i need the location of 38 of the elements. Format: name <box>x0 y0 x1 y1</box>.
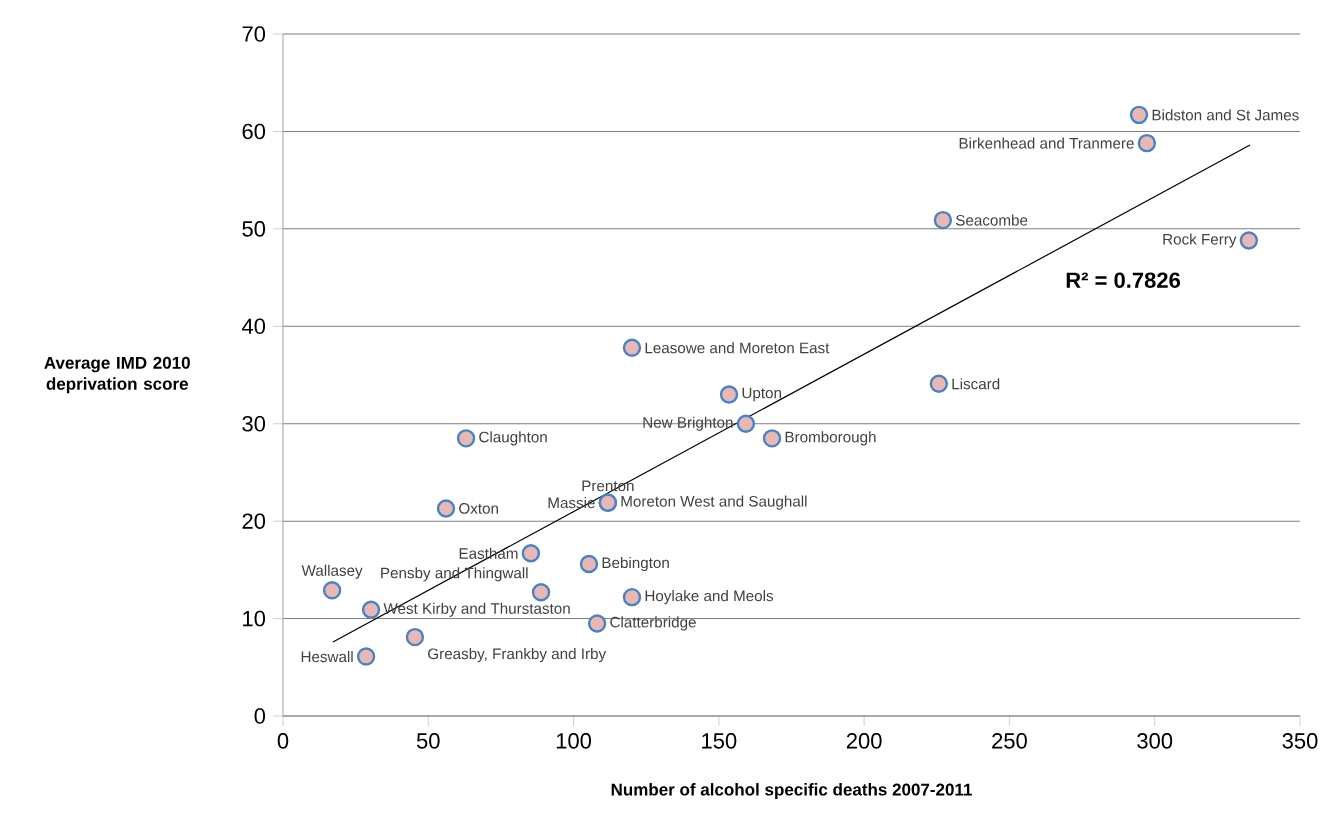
y-tick-label: 60 <box>242 123 266 140</box>
annotation: Rock Ferry <box>1163 233 1237 248</box>
y-tick-label: 40 <box>241 318 266 335</box>
annotation: Oxton <box>459 503 498 514</box>
annotation: R² = 0.7826 <box>1066 272 1181 288</box>
annotation: Hoylake and Meols <box>645 590 774 605</box>
y-tick-label: 30 <box>242 415 266 432</box>
x-tick-label: 0 <box>277 733 289 749</box>
annotation: Seacombe <box>955 214 1028 226</box>
annotation: Wallasey <box>301 564 363 579</box>
y-tick-label: 10 <box>243 610 266 627</box>
y-tick-label: 0 <box>254 708 266 724</box>
annotation: Upton <box>742 387 781 402</box>
y-axis-title: Average IMD 2010 deprivation score <box>44 356 190 394</box>
annotation: Liscard <box>952 378 1000 390</box>
y-tick-label: 70 <box>242 26 266 42</box>
x-tick-label: 300 <box>1137 733 1173 749</box>
annotation: Clatterbridge <box>610 616 696 631</box>
annotation: Bidston and St James <box>1152 109 1299 121</box>
y-tick-label: 20 <box>242 513 266 529</box>
annotation: Pensby and Thingwall <box>381 567 528 582</box>
annotation: Moreton West and Saughall <box>621 495 807 510</box>
x-tick-label: 50 <box>416 733 440 749</box>
annotation: Leasowe and Moreton East <box>645 342 830 354</box>
x-axis-title: Number of alcohol specific deaths 2007-2011 <box>611 783 972 799</box>
annotation: Claughton <box>479 431 547 446</box>
annotation: Heswall <box>301 650 353 663</box>
x-tick-label: 150 <box>702 733 737 749</box>
x-tick-label: 200 <box>846 733 882 749</box>
annotation: New Brighton <box>643 416 733 431</box>
annotation: Greasby, Frankby and Irby <box>428 648 607 663</box>
y-tick-label: 50 <box>242 221 266 237</box>
annotation: Bebington <box>602 556 669 572</box>
x-tick-label: 350 <box>1282 733 1318 749</box>
x-tick-label: 100 <box>556 733 592 749</box>
annotation: Bromborough <box>785 431 876 446</box>
x-tick-label: 250 <box>992 733 1027 749</box>
annotation: Birkenhead and Tranmere <box>959 137 1134 149</box>
